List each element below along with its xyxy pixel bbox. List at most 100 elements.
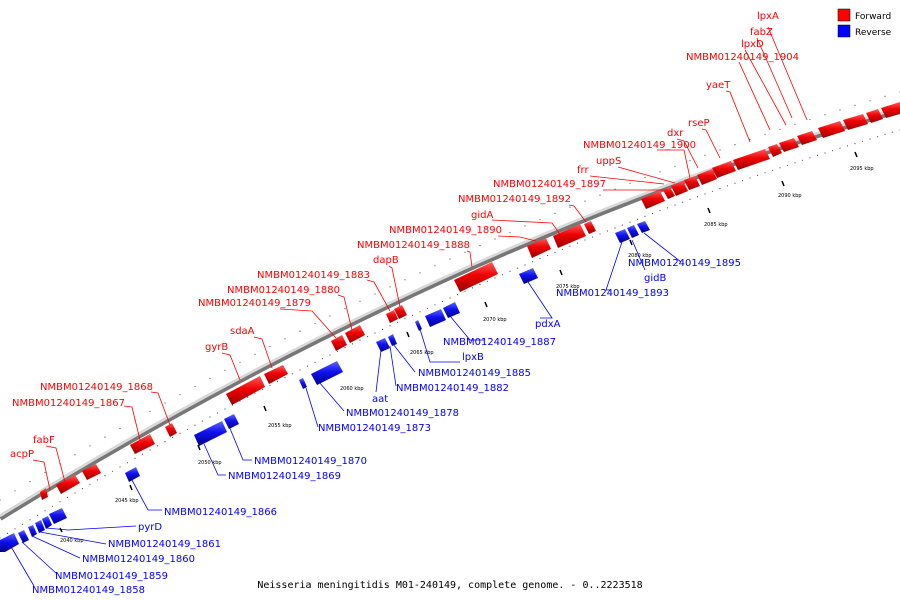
- gene-label[interactable]: pdxA: [535, 319, 561, 330]
- gene-label[interactable]: lpxB: [462, 352, 484, 363]
- gene-label[interactable]: NMBM01240149_1887: [443, 337, 556, 348]
- gene-arrow[interactable]: [376, 338, 390, 352]
- gene-arrow[interactable]: [415, 320, 422, 331]
- gene-label[interactable]: NMBM01240149_1883: [257, 270, 370, 281]
- gene-label[interactable]: NMBM01240149_1880: [227, 285, 340, 296]
- scale-dot: [449, 297, 451, 299]
- gene-arrow[interactable]: [331, 335, 347, 351]
- gene-arrow[interactable]: [224, 414, 239, 429]
- gene-arrow[interactable]: [40, 488, 48, 500]
- gene-arrow[interactable]: [18, 530, 29, 543]
- gene-arrow[interactable]: [866, 109, 883, 123]
- gene-label[interactable]: lpxD: [741, 39, 764, 50]
- gene-arrow[interactable]: [388, 334, 397, 346]
- gene-label[interactable]: NMBM01240149_1869: [228, 471, 341, 482]
- gene-arrow[interactable]: [299, 378, 307, 389]
- gene-label[interactable]: fabZ: [750, 27, 773, 38]
- gene-label[interactable]: NMBM01240149_1892: [458, 194, 571, 205]
- gene-arrow[interactable]: [779, 138, 799, 152]
- gene-label[interactable]: gidA: [471, 210, 493, 221]
- gene-label[interactable]: NMBM01240149_1893: [556, 288, 669, 299]
- gene-label[interactable]: NMBM01240149_1878: [346, 408, 459, 419]
- gene-arrow[interactable]: [394, 305, 407, 319]
- gene-label[interactable]: NMBM01240149_1860: [82, 554, 195, 565]
- gene-arrow[interactable]: [615, 229, 630, 243]
- gene-arrow[interactable]: [584, 221, 596, 234]
- gene-label[interactable]: NMBM01240149_1882: [396, 383, 509, 394]
- gene-arrow[interactable]: [165, 423, 177, 437]
- gene-arrow[interactable]: [0, 533, 19, 552]
- gene-label[interactable]: dxr: [667, 128, 684, 139]
- gene-label[interactable]: yaeT: [706, 80, 731, 91]
- gene-label[interactable]: NMBM01240149_1867: [12, 398, 125, 409]
- gene-arrow[interactable]: [311, 361, 343, 385]
- gene-arrow[interactable]: [768, 144, 782, 157]
- gene-label[interactable]: NMBM01240149_1866: [164, 507, 277, 518]
- gene-label[interactable]: NMBM01240149_1879: [198, 298, 311, 309]
- gene-label[interactable]: NMBM01240149_1859: [55, 571, 168, 582]
- gene-label[interactable]: NMBM01240149_1873: [318, 423, 431, 434]
- gene-arrow[interactable]: [443, 302, 460, 318]
- gene-arrow[interactable]: [226, 376, 265, 405]
- scale-dot: [854, 143, 856, 145]
- gene-arrow[interactable]: [671, 181, 688, 196]
- gene-label[interactable]: NMBM01240149_1868: [40, 382, 153, 393]
- gene-arrow[interactable]: [56, 475, 80, 494]
- gene-arrow[interactable]: [684, 176, 700, 190]
- gene-label[interactable]: NMBM01240149_1895: [628, 258, 741, 269]
- gene-arrow[interactable]: [345, 325, 365, 343]
- gene-arrow[interactable]: [733, 149, 770, 170]
- gene-arrow[interactable]: [519, 268, 538, 284]
- gene-label[interactable]: NMBM01240149_1861: [108, 539, 221, 550]
- gene-label[interactable]: fabF: [33, 435, 55, 446]
- gene-label[interactable]: pyrD: [138, 522, 162, 533]
- gene-label[interactable]: gyrB: [205, 342, 228, 353]
- gene-label[interactable]: uppS: [596, 156, 621, 167]
- gene-label[interactable]: lpxA: [757, 11, 779, 22]
- gene-arrow[interactable]: [35, 520, 45, 533]
- gene-label[interactable]: gidB: [644, 273, 666, 284]
- gene-label[interactable]: NMBM01240149_1900: [583, 140, 696, 151]
- gene-label[interactable]: frr: [577, 165, 589, 176]
- gene-label[interactable]: NMBM01240149_1858: [32, 585, 145, 596]
- scale-dot: [599, 233, 601, 235]
- gene-arrow[interactable]: [527, 238, 551, 258]
- gene-label[interactable]: dapB: [373, 255, 399, 266]
- gene-arrow[interactable]: [125, 467, 140, 482]
- gene-arrow[interactable]: [553, 224, 586, 248]
- gene-arrow[interactable]: [425, 309, 446, 327]
- gene-label[interactable]: rseP: [688, 118, 710, 129]
- gene-arrow[interactable]: [82, 464, 101, 480]
- gene-label[interactable]: aat: [372, 394, 388, 405]
- gene-arrow[interactable]: [130, 434, 155, 454]
- scale-dot: [434, 265, 436, 267]
- scale-dot: [509, 270, 511, 272]
- gene-arrow[interactable]: [818, 121, 845, 138]
- gene-arrow[interactable]: [386, 310, 398, 323]
- gene-arrow[interactable]: [454, 262, 498, 292]
- gene-label[interactable]: acpP: [10, 449, 34, 460]
- gene-arrow[interactable]: [28, 525, 37, 537]
- gene-arrow[interactable]: [712, 161, 736, 178]
- gene-label[interactable]: NMBM01240149_1885: [418, 368, 531, 379]
- gene-label[interactable]: NMBM01240149_1870: [254, 456, 367, 467]
- tick-label: 2090 kbp: [778, 193, 802, 199]
- scale-dot: [831, 150, 834, 152]
- gene-arrow[interactable]: [641, 191, 665, 209]
- gene-arrow[interactable]: [42, 516, 52, 529]
- gene-arrow[interactable]: [697, 169, 717, 185]
- gene-arrow[interactable]: [49, 508, 67, 524]
- gene-arrow[interactable]: [797, 131, 817, 145]
- gene-label[interactable]: NMBM01240149_1890: [389, 225, 502, 236]
- gene-arrow[interactable]: [627, 225, 639, 238]
- tick-label: 2045 kbp: [115, 498, 139, 504]
- gene-arrow[interactable]: [194, 421, 227, 446]
- gene-label[interactable]: NMBM01240149_1888: [357, 240, 470, 251]
- gene-arrow[interactable]: [264, 365, 288, 384]
- gene-arrow[interactable]: [881, 102, 900, 118]
- gene-label[interactable]: sdaA: [230, 326, 255, 337]
- gene-label[interactable]: NMBM01240149_1904: [686, 52, 799, 63]
- gene-arrow[interactable]: [843, 114, 868, 130]
- gene-arrow[interactable]: [637, 221, 650, 233]
- gene-label[interactable]: NMBM01240149_1897: [493, 179, 606, 190]
